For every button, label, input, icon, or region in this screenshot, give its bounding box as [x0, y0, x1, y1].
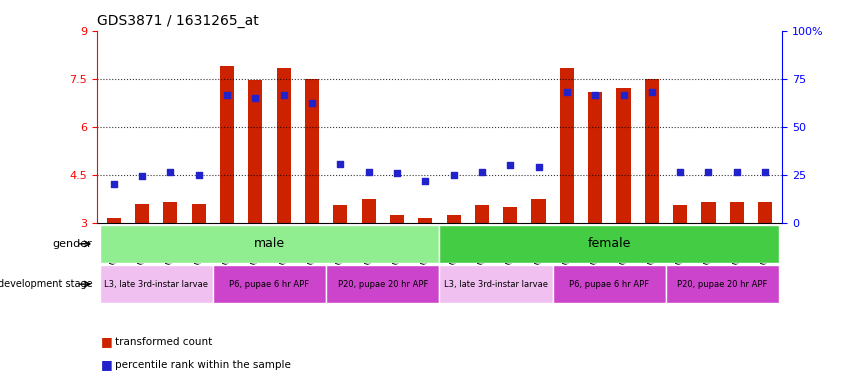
Bar [107, 218, 121, 223]
Bar [553, 265, 666, 303]
Point [334, 161, 347, 167]
Bar [588, 91, 602, 223]
Bar [475, 205, 489, 223]
Bar [277, 68, 291, 223]
Text: male: male [254, 237, 285, 250]
Text: female: female [588, 237, 631, 250]
Point [164, 169, 177, 175]
Text: GDS3871 / 1631265_at: GDS3871 / 1631265_at [97, 14, 258, 28]
Bar [390, 215, 404, 223]
Text: P20, pupae 20 hr APF: P20, pupae 20 hr APF [337, 280, 428, 289]
Bar [220, 66, 234, 223]
Bar [560, 68, 574, 223]
Point [390, 170, 404, 176]
Bar [701, 202, 716, 223]
Point [759, 169, 772, 175]
Point [701, 169, 715, 175]
Bar [447, 215, 461, 223]
Point [674, 169, 687, 175]
Text: P6, pupae 6 hr APF: P6, pupae 6 hr APF [230, 280, 309, 289]
Bar [248, 80, 262, 223]
Point [475, 169, 489, 175]
Bar [192, 204, 206, 223]
Text: L3, late 3rd-instar larvae: L3, late 3rd-instar larvae [104, 280, 209, 289]
Point [730, 169, 743, 175]
Point [249, 95, 262, 101]
Bar [503, 207, 517, 223]
Bar [616, 88, 631, 223]
Point [277, 92, 290, 98]
Bar [135, 204, 149, 223]
Point [305, 100, 319, 106]
Bar [673, 205, 687, 223]
Bar [645, 79, 659, 223]
Text: P6, pupae 6 hr APF: P6, pupae 6 hr APF [569, 280, 649, 289]
Bar [305, 79, 319, 223]
Point [192, 172, 205, 178]
Point [447, 172, 460, 178]
Point [560, 88, 574, 94]
Point [645, 88, 659, 94]
Text: gender: gender [53, 239, 93, 249]
Point [589, 92, 602, 98]
Bar [439, 265, 553, 303]
Point [532, 164, 545, 170]
Point [362, 169, 375, 175]
Bar [439, 225, 780, 263]
Bar [213, 265, 326, 303]
Bar [326, 265, 439, 303]
Bar [730, 202, 744, 223]
Bar [163, 202, 177, 223]
Bar [532, 199, 546, 223]
Text: ■: ■ [101, 335, 113, 348]
Point [419, 178, 432, 184]
Text: L3, late 3rd-instar larvae: L3, late 3rd-instar larvae [444, 280, 548, 289]
Point [135, 173, 149, 179]
Point [220, 92, 234, 98]
Text: percentile rank within the sample: percentile rank within the sample [115, 360, 291, 370]
Text: transformed count: transformed count [115, 337, 213, 347]
Bar [362, 199, 376, 223]
Bar [99, 225, 439, 263]
Point [504, 162, 517, 168]
Bar [418, 218, 432, 223]
Bar [666, 265, 780, 303]
Text: ■: ■ [101, 358, 113, 371]
Text: P20, pupae 20 hr APF: P20, pupae 20 hr APF [678, 280, 768, 289]
Text: development stage: development stage [0, 279, 93, 289]
Bar [333, 205, 347, 223]
Bar [99, 265, 213, 303]
Point [616, 92, 630, 98]
Point [107, 181, 120, 187]
Bar [758, 202, 772, 223]
